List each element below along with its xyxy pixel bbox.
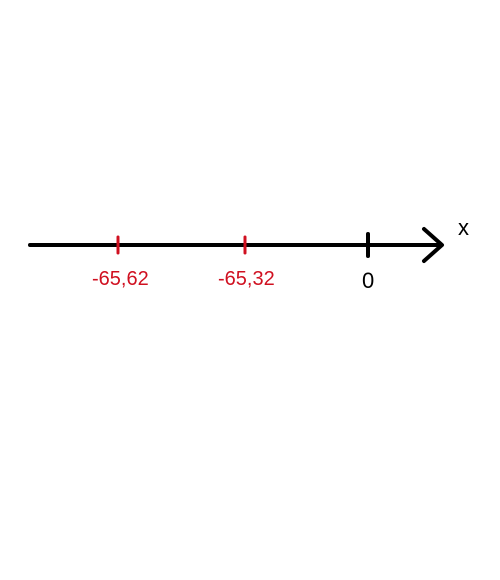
axis-line-group [30,229,442,261]
axis-label-x: x [458,215,469,241]
tick-label-1: -65,32 [218,268,275,291]
tick-label-0: -65,62 [92,268,149,291]
tick-label-2: 0 [362,268,374,294]
